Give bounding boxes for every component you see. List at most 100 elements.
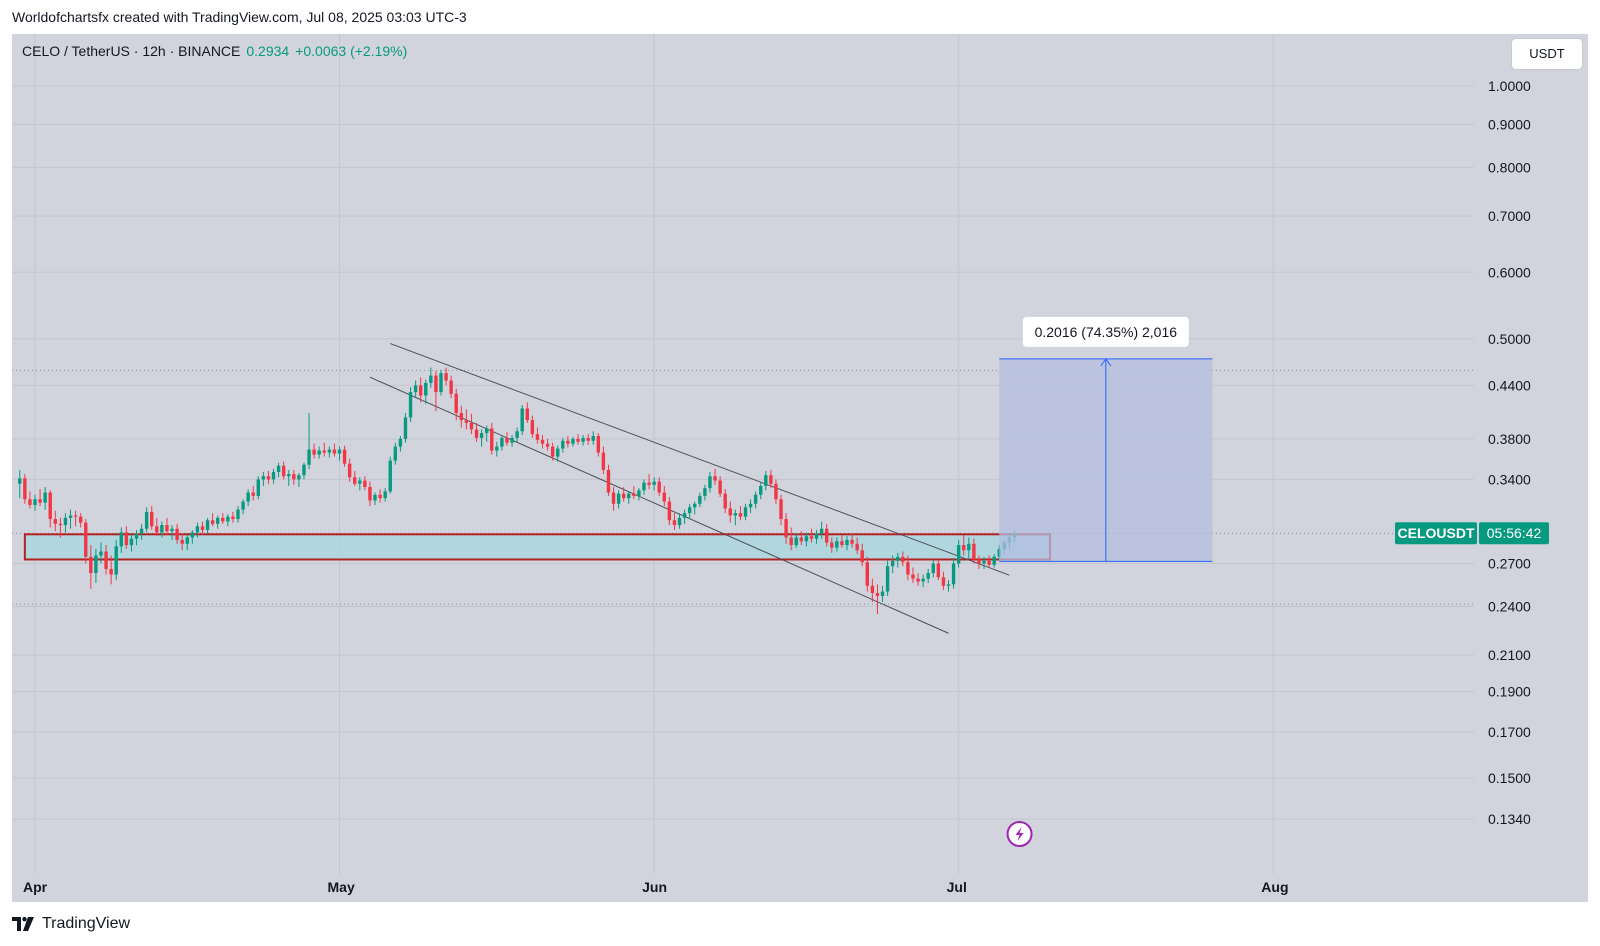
candle-body <box>855 543 859 551</box>
candle <box>53 510 57 532</box>
candle <box>571 436 575 447</box>
candle <box>266 470 271 484</box>
candle <box>723 489 727 514</box>
x-tick-label: Jul <box>947 879 967 895</box>
candle <box>490 422 494 455</box>
candle-body <box>682 513 687 518</box>
candle-body <box>911 574 915 579</box>
y-tick-label: 0.1340 <box>1488 811 1531 827</box>
candle <box>444 367 448 386</box>
candle <box>150 506 154 530</box>
y-tick-label: 0.2100 <box>1488 647 1531 663</box>
candle-body <box>896 556 900 561</box>
candle <box>693 501 697 515</box>
footer-logo[interactable]: TradingView <box>12 915 130 933</box>
candle-body <box>139 528 144 534</box>
currency-button[interactable]: USDT <box>1512 39 1582 69</box>
candle <box>119 527 123 553</box>
candle-body <box>104 551 108 569</box>
candle-body <box>545 443 550 447</box>
candle-body <box>210 520 215 524</box>
candle-body <box>444 373 448 381</box>
candle-body <box>368 487 372 501</box>
candle-body <box>611 492 616 504</box>
candle <box>581 435 585 446</box>
candle <box>383 488 387 502</box>
candle-body <box>576 438 580 442</box>
candle <box>840 534 844 548</box>
x-tick-label: Apr <box>23 879 48 895</box>
candle-body <box>256 479 260 496</box>
candle <box>469 413 474 435</box>
candle-body <box>571 438 575 444</box>
candle <box>33 494 37 511</box>
candle-body <box>622 493 626 499</box>
x-tick-label: May <box>328 879 355 895</box>
candle <box>144 507 149 533</box>
candle <box>951 558 956 589</box>
candle <box>835 537 839 552</box>
candle-body <box>129 538 134 546</box>
tradingview-logo-icon <box>12 917 34 931</box>
chart-area[interactable]: 0.2016 (74.35%) 2,016 1.0000 0.9000 0.8000… <box>12 34 1588 902</box>
candle <box>967 537 971 559</box>
candle-body <box>830 542 834 548</box>
candle <box>804 532 809 547</box>
y-tick-label: 0.4400 <box>1488 377 1531 393</box>
candle-body <box>713 476 717 481</box>
candle <box>931 559 935 578</box>
candle-body <box>596 436 601 453</box>
candle <box>545 438 550 451</box>
candle-body <box>439 373 443 393</box>
candle <box>495 441 499 457</box>
candle-body <box>403 417 408 439</box>
candle-body <box>388 460 392 492</box>
candle <box>855 537 859 555</box>
candle <box>43 487 47 510</box>
candle-body <box>231 516 235 520</box>
candle-body <box>18 478 22 484</box>
candle-body <box>78 516 83 523</box>
candle <box>271 468 276 484</box>
candle <box>576 434 580 445</box>
candle-body <box>358 480 362 484</box>
candle-body <box>804 536 809 542</box>
candle-body <box>936 563 941 578</box>
candle <box>317 446 321 459</box>
candle-body <box>251 492 255 496</box>
candle-body <box>591 436 595 441</box>
candle <box>890 555 895 574</box>
candle-body <box>373 494 377 501</box>
symbol-name: CELO / TetherUS · 12h · BINANCE <box>22 43 241 59</box>
candle <box>921 574 925 588</box>
candle <box>439 369 443 396</box>
y-tick-label: 0.1500 <box>1488 770 1531 786</box>
candle-body <box>627 493 631 499</box>
candle-body <box>205 520 210 530</box>
candle-body <box>890 560 895 567</box>
candle <box>292 469 296 485</box>
candle <box>906 555 910 581</box>
candle <box>190 529 195 544</box>
candle-body <box>814 533 819 539</box>
candle-body <box>535 434 540 440</box>
candle-body <box>89 556 93 574</box>
price-chart[interactable]: 0.2016 (74.35%) 2,016 1.0000 0.9000 0.8000… <box>12 34 1588 902</box>
candle-body <box>185 537 189 544</box>
candle-body <box>672 520 677 526</box>
candle-body <box>413 385 418 393</box>
candle <box>94 548 98 583</box>
candle <box>429 367 433 388</box>
candle <box>616 490 621 509</box>
lightning-icon[interactable] <box>1006 821 1033 847</box>
candle <box>896 552 900 568</box>
candle <box>632 485 636 500</box>
symbol-info: CELO / TetherUS · 12h · BINANCE 0.2934 +0.… <box>22 43 407 59</box>
candle-body <box>799 537 804 542</box>
candle-body <box>165 525 169 532</box>
candle <box>728 501 732 523</box>
candle <box>769 469 773 489</box>
candle <box>195 522 200 538</box>
candle <box>221 513 225 524</box>
candle-body <box>236 509 240 520</box>
